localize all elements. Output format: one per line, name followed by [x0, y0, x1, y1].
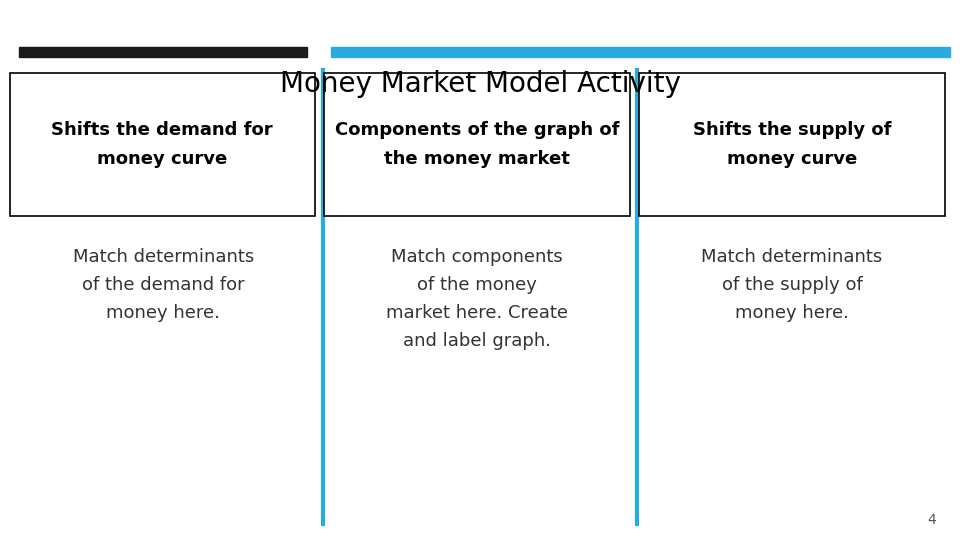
- Bar: [19, 47, 307, 57]
- Text: 4: 4: [927, 512, 936, 526]
- Text: Money Market Model Activity: Money Market Model Activity: [279, 70, 681, 98]
- Text: Shifts the demand for
money curve: Shifts the demand for money curve: [52, 121, 273, 168]
- Text: Components of the graph of
the money market: Components of the graph of the money mar…: [335, 121, 619, 168]
- FancyBboxPatch shape: [639, 73, 945, 216]
- Bar: [331, 47, 950, 57]
- Text: Match determinants
of the supply of
money here.: Match determinants of the supply of mone…: [702, 248, 882, 322]
- Text: Shifts the supply of
money curve: Shifts the supply of money curve: [693, 121, 891, 168]
- Text: Match components
of the money
market here. Create
and label graph.: Match components of the money market her…: [386, 248, 568, 350]
- FancyBboxPatch shape: [324, 73, 630, 216]
- Text: Match determinants
of the demand for
money here.: Match determinants of the demand for mon…: [73, 248, 253, 322]
- FancyBboxPatch shape: [10, 73, 315, 216]
